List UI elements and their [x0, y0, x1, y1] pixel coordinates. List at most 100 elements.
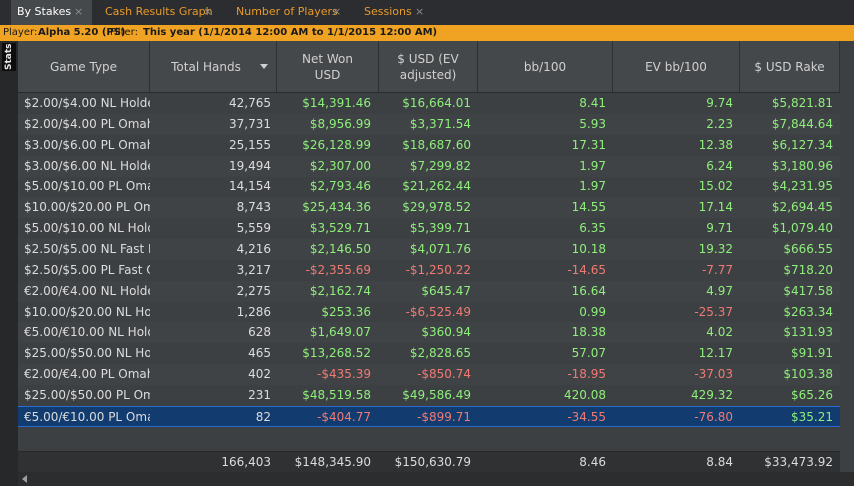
- cell-ev-adjusted: $29,978.52: [402, 200, 471, 215]
- report-tab-bar: By Stakes × Cash Results Graph × Number …: [0, 0, 854, 25]
- horizontal-scrollbar[interactable]: [18, 472, 854, 486]
- cell-total-hands: 1,286: [236, 304, 271, 319]
- tab-cash-results-graph[interactable]: Cash Results Graph ×: [99, 0, 217, 25]
- cell-bb100: 1.97: [579, 179, 606, 194]
- cell-rake: $7,844.64: [771, 116, 833, 131]
- table-row[interactable]: €5.00/€10.00 PL Omah 82 -$404.77 -$899.71 -3…: [18, 405, 854, 427]
- cell-net-won: $13,268.52: [302, 346, 371, 361]
- side-panel-strip: [0, 41, 18, 486]
- total-ev-adjusted: $150,630.79: [394, 455, 471, 469]
- cell-ev-bb100: 9.74: [706, 96, 733, 110]
- column-header-label: Total Hands: [171, 59, 241, 74]
- table-row[interactable]: $10.00/$20.00 PL Omaha 8,743 $25,434.36 $29…: [18, 197, 854, 219]
- column-header-net-won[interactable]: Net Won USD: [277, 41, 379, 92]
- cell-game-type: €2.00/€4.00 PL Omaha: [24, 367, 150, 382]
- filter-bar: Player: Alpha 5.20 (PS) Filter: This yea…: [0, 25, 854, 41]
- close-icon[interactable]: ×: [332, 5, 342, 18]
- cell-net-won: $25,434.36: [302, 200, 371, 215]
- cell-ev-adjusted: -$1,250.22: [405, 262, 471, 277]
- column-header-ev-bb100[interactable]: EV bb/100: [613, 41, 740, 92]
- cell-bb100: 8.41: [579, 96, 606, 110]
- column-header-ev-adjusted[interactable]: $ USD (EV adjusted): [379, 41, 478, 92]
- table-row[interactable]: $5.00/$10.00 NL Holde 5,559 $3,529.71 $5,39…: [18, 218, 854, 239]
- table-row[interactable]: €2.00/€4.00 NL Holden 2,275 $2,162.74 $645.…: [18, 280, 854, 302]
- cell-ev-adjusted: $18,687.60: [402, 137, 471, 152]
- cell-game-type: $10.00/$20.00 PL Omaha: [24, 200, 150, 215]
- cell-total-hands: 82: [255, 409, 271, 424]
- cell-ev-adjusted: $645.47: [421, 283, 471, 298]
- tab-by-stakes[interactable]: By Stakes ×: [11, 0, 92, 25]
- cell-total-hands: 37,731: [229, 116, 271, 131]
- table-row[interactable]: $3.00/$6.00 PL Omaha 25,155 $26,128.99 $18,…: [18, 135, 854, 156]
- close-icon[interactable]: ×: [74, 5, 84, 18]
- table-row[interactable]: $2.50/$5.00 NL Fast Hc 4,216 $2,146.50 $4,0…: [18, 238, 854, 260]
- tab-label: Sessions: [364, 5, 412, 18]
- table-row[interactable]: $2.00/$4.00 NL Holden 42,765 $14,391.46 $16…: [18, 93, 854, 114]
- table-row[interactable]: €2.00/€4.00 PL Omaha 402 -$435.39 -$850.74 -…: [18, 364, 854, 386]
- cell-game-type: $3.00/$6.00 NL Holden: [24, 158, 150, 173]
- cell-rake: $1,079.40: [771, 221, 833, 236]
- cell-total-hands: 465: [248, 346, 271, 361]
- cell-total-hands: 14,154: [229, 179, 271, 194]
- cell-game-type: $25.00/$50.00 NL Hold: [24, 346, 150, 361]
- cell-ev-bb100: 12.17: [698, 346, 733, 361]
- cell-total-hands: 8,743: [236, 200, 271, 215]
- tab-label: Cash Results Graph: [105, 5, 213, 18]
- cell-ev-bb100: 19.32: [698, 241, 733, 256]
- cell-bb100: 5.93: [579, 116, 606, 131]
- player-label: Player:: [3, 27, 38, 38]
- cell-net-won: -$404.77: [317, 409, 371, 424]
- cell-ev-bb100: 15.02: [698, 179, 733, 194]
- cell-net-won: $2,162.74: [309, 283, 371, 298]
- cell-total-hands: 2,275: [236, 283, 271, 298]
- table-row[interactable]: $2.50/$5.00 PL Fast On 3,217 -$2,355.69 -$1…: [18, 260, 854, 281]
- cell-rake: $263.34: [783, 304, 833, 319]
- cell-total-hands: 25,155: [229, 137, 271, 152]
- cell-bb100: 420.08: [564, 387, 606, 402]
- cell-ev-bb100: -7.77: [701, 262, 733, 277]
- cell-ev-adjusted: $7,299.82: [409, 158, 471, 173]
- cell-ev-bb100: 12.38: [698, 137, 733, 152]
- cell-net-won: $2,793.46: [309, 179, 371, 194]
- cell-net-won: $3,529.71: [309, 221, 371, 236]
- cell-rake: $131.93: [783, 325, 833, 340]
- column-header-rake[interactable]: $ USD Rake: [740, 41, 840, 92]
- stats-panel-toggle[interactable]: Stats: [2, 43, 16, 71]
- cell-net-won: $2,146.50: [309, 241, 371, 256]
- close-icon[interactable]: ×: [415, 5, 425, 18]
- cell-ev-adjusted: -$899.71: [417, 409, 471, 424]
- cell-ev-adjusted: -$6,525.49: [405, 304, 471, 319]
- stats-grid: Game Type Total Hands Net Won USD $ USD …: [18, 41, 854, 486]
- column-header-total-hands[interactable]: Total Hands: [150, 41, 277, 92]
- cell-bb100: -14.65: [567, 262, 606, 277]
- table-row[interactable]: $5.00/$10.00 PL Omah 14,154 $2,793.46 $21,2…: [18, 176, 854, 197]
- table-row[interactable]: $10.00/$20.00 NL Hold 1,286 $253.36 -$6,525…: [18, 302, 854, 323]
- cell-total-hands: 628: [248, 325, 271, 340]
- scroll-left-icon[interactable]: [22, 475, 27, 483]
- vertical-scrollbar[interactable]: [840, 41, 854, 472]
- cell-game-type: $3.00/$6.00 PL Omaha: [24, 137, 150, 152]
- tab-number-of-players[interactable]: Number of Players ×: [230, 0, 348, 25]
- cell-ev-bb100: 2.23: [706, 116, 733, 131]
- cell-rake: $6,127.34: [771, 137, 833, 152]
- total-hands: 166,403: [221, 455, 271, 469]
- table-row[interactable]: $2.00/$4.00 PL Omaha 37,731 $8,956.99 $3,37…: [18, 113, 854, 135]
- cell-bb100: 10.18: [571, 241, 606, 256]
- cell-bb100: 18.38: [571, 325, 606, 340]
- cell-game-type: €2.00/€4.00 NL Holden: [24, 283, 150, 298]
- player-value[interactable]: Alpha 5.20 (PS): [38, 27, 126, 38]
- filter-value[interactable]: This year (1/1/2014 12:00 AM to 1/1/2015…: [143, 27, 438, 38]
- table-row[interactable]: €5.00/€10.00 NL Holde 628 $1,649.07 $360.94…: [18, 322, 854, 344]
- column-header-bb100[interactable]: bb/100: [478, 41, 613, 92]
- table-row[interactable]: $25.00/$50.00 NL Hold 465 $13,268.52 $2,828…: [18, 343, 854, 364]
- close-icon[interactable]: ×: [203, 5, 213, 18]
- cell-ev-bb100: -76.80: [694, 409, 733, 424]
- cell-rake: $35.21: [791, 409, 833, 424]
- column-header-game-type[interactable]: Game Type: [18, 41, 150, 92]
- table-row[interactable]: $25.00/$50.00 PL Omah 231 $48,519.58 $49,58…: [18, 385, 854, 406]
- tab-sessions[interactable]: Sessions ×: [358, 0, 430, 25]
- cell-game-type: $5.00/$10.00 PL Omah: [24, 179, 150, 194]
- cell-bb100: -18.95: [567, 367, 606, 382]
- cell-total-hands: 402: [248, 367, 271, 382]
- table-row[interactable]: $3.00/$6.00 NL Holden 19,494 $2,307.00 $7,2…: [18, 155, 854, 177]
